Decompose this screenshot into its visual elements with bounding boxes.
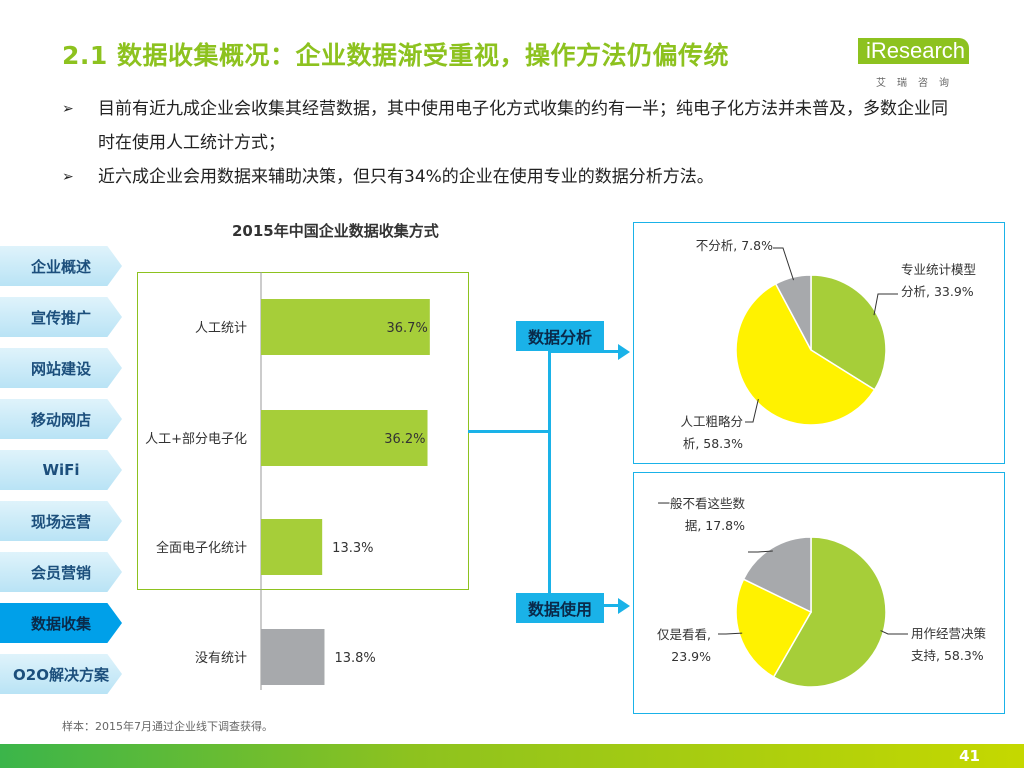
bar [261, 410, 428, 466]
bullet-text: 目前有近九成企业会收集其经营数据，其中使用电子化方式收集的约有一半；纯电子化方法… [98, 99, 948, 153]
pie-frame-analysis [633, 222, 1005, 464]
arrow-bullet-icon: ➢ [62, 169, 74, 185]
pie-chart-usage: 用作经营决策支持, 58.3% 仅是看看, 23.9% 一般不看这些数据, 17.8… [657, 496, 987, 688]
sidebar-item-data-collection[interactable]: 数据收集 [0, 603, 122, 643]
pie-frame-usage [633, 472, 1005, 714]
arrow-right-icon [618, 344, 630, 360]
bar [261, 629, 325, 685]
pie-label: 一般不看这些数据, 17.8% [657, 496, 745, 533]
bar-category-label: 人工+部分电子化 [145, 432, 247, 447]
pie-leader-line [873, 293, 898, 316]
pie-leader-line [745, 399, 759, 423]
bullet-list: ➢ 目前有近九成企业会收集其经营数据，其中使用电子化方式收集的约有一半；纯电子化… [62, 92, 962, 194]
pie-label: 仅是看看, 23.9% [657, 627, 711, 664]
sidebar-item-website[interactable]: 网站建设 [0, 348, 122, 388]
sidebar-item-membership[interactable]: 会员营销 [0, 552, 122, 592]
pie-chart-analysis: 专业统计模型分析, 33.9% 人工粗略分析, 58.3% 不分析, 7.8% [680, 238, 976, 451]
sidebar-item-overview[interactable]: 企业概述 [0, 246, 122, 286]
connector-line [548, 350, 551, 606]
page-number: 41 [959, 747, 980, 765]
pie-label: 不分析, 7.8% [696, 238, 773, 253]
logo-brand: iResearch [858, 38, 970, 64]
bullet-item: ➢ 目前有近九成企业会收集其经营数据，其中使用电子化方式收集的约有一半；纯电子化… [62, 92, 962, 160]
bullet-item: ➢ 近六成企业会用数据来辅助决策，但只有34%的企业在使用专业的数据分析方法。 [62, 160, 962, 194]
bar-category-label: 全面电子化统计 [156, 540, 247, 556]
pie-label: 用作经营决策支持, 58.3% [911, 626, 987, 663]
sidebar-item-onsite[interactable]: 现场运营 [0, 501, 122, 541]
arrow-bullet-icon: ➢ [62, 101, 74, 117]
iresearch-logo: iResearch 艾瑞咨询 [858, 36, 970, 89]
bar-value-label: 36.2% [384, 432, 425, 447]
bar [261, 519, 323, 575]
pie-slice [735, 282, 876, 426]
pie-leader-line [748, 550, 773, 553]
pie-leader-line [773, 247, 795, 281]
pie-label: 专业统计模型分析, 33.9% [901, 262, 976, 299]
tag-data-usage: 数据使用 [516, 593, 604, 623]
sidebar-item-o2o[interactable]: O2O解决方案 [0, 654, 122, 694]
bar-chart: 人工统计 36.7% 人工+部分电子化 36.2% 全面电子化统计 13.3% 没有统计 13… [145, 272, 430, 690]
pie-leader-line [880, 630, 908, 635]
pie-slice [742, 536, 812, 614]
connector-line [468, 430, 550, 433]
sample-note: 样本：2015年7月通过企业线下调查获得。 [62, 720, 273, 733]
sidebar-item-wifi[interactable]: WiFi [0, 450, 122, 490]
bar-category-label: 人工统计 [195, 321, 247, 336]
bar [261, 299, 430, 355]
sidebar-item-promotion[interactable]: 宣传推广 [0, 297, 122, 337]
logo-sub: 艾瑞咨询 [876, 78, 960, 89]
bar-value-label: 13.8% [334, 651, 375, 666]
pie-slice [772, 536, 887, 688]
pie-leader-line [718, 632, 743, 635]
arrow-right-icon [618, 598, 630, 614]
bullet-text: 近六成企业会用数据来辅助决策，但只有34%的企业在使用专业的数据分析方法。 [98, 167, 714, 187]
bar-category-label: 没有统计 [195, 651, 247, 666]
connector-line [548, 350, 620, 353]
pie-label: 人工粗略分析, 58.3% [680, 414, 743, 451]
page-title: 2.1 数据收集概况：企业数据渐受重视，操作方法仍偏传统 [62, 41, 729, 70]
bar-value-label: 13.3% [332, 541, 373, 556]
bar-value-label: 36.7% [387, 321, 428, 336]
sidebar-item-mobile-store[interactable]: 移动网店 [0, 399, 122, 439]
tag-data-analysis: 数据分析 [516, 321, 604, 351]
footer-bar: 41 [0, 744, 1024, 768]
bar-chart-title: 2015年中国企业数据收集方式 [232, 222, 439, 240]
sidebar-nav: 企业概述 宣传推广 网站建设 移动网店 WiFi 现场运营 会员营销 数据收集 … [0, 246, 122, 705]
